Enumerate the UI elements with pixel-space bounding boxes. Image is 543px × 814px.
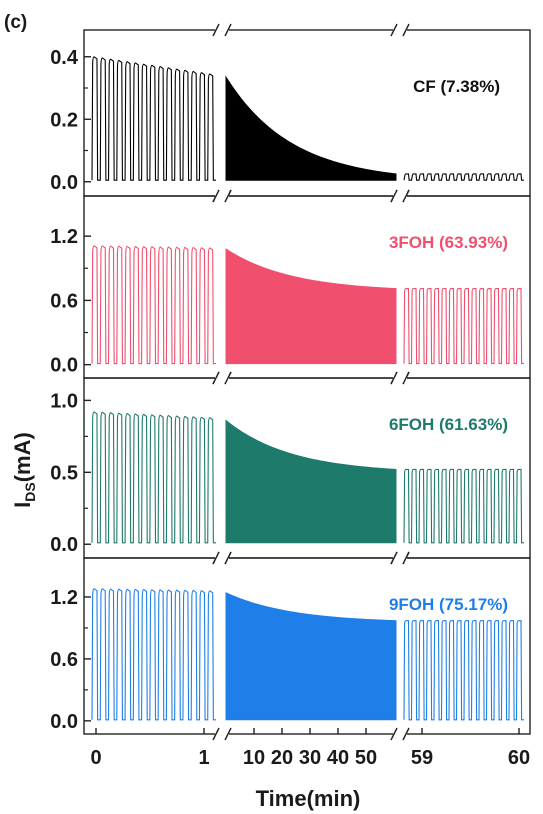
panel-annotation-3FOH: 3FOH (63.93%)	[389, 233, 508, 252]
axis-break-gap	[215, 729, 229, 739]
axis-break-mark	[212, 189, 220, 203]
y-tick-label: 0.4	[50, 47, 79, 69]
x-tick-label: 59	[411, 747, 433, 769]
y-tick-label: 0.2	[50, 109, 78, 131]
panel-CF: 0.0 0.2 0.4 CF (7.38%)	[50, 23, 531, 203]
axis-break-gap	[215, 25, 229, 35]
axis-break-mark	[212, 551, 220, 565]
y-tick-label: 0.5	[50, 462, 78, 484]
x-tick-label: 10	[243, 747, 265, 769]
axis-break-mark	[224, 23, 232, 37]
y-tick-label: 0.0	[50, 355, 78, 377]
pulse-trace-before	[91, 245, 216, 365]
y-tick-label: 0.0	[50, 172, 78, 194]
pulse-trace-after	[403, 288, 524, 365]
axis-break-mark	[212, 371, 220, 385]
svg-text:IDS(mA): IDS(mA)	[10, 432, 38, 508]
panels: 0.0 0.2 0.4 CF (7.38%) 0.0 0.6 1.2 3FOH (63.93%…	[50, 23, 531, 741]
y-tick-label: 1.2	[50, 587, 78, 609]
axis-break-mark	[390, 551, 398, 565]
pulse-trace-before	[91, 588, 216, 721]
pulse-trace-before	[91, 56, 216, 181]
axis-break-gap	[393, 191, 407, 201]
pulse-trace-before	[91, 411, 216, 544]
y-axis-title: IDS(mA)	[10, 432, 38, 508]
axis-break-mark	[224, 189, 232, 203]
continuous-decay-area	[225, 592, 397, 721]
x-tick-label: 40	[327, 747, 349, 769]
axis-break-mark	[224, 727, 232, 741]
panel-label: (c)	[4, 12, 27, 33]
panel-9FOH: 0.0 0.6 1.2 9FOH (75.17%)	[50, 551, 531, 741]
y-tick-label: 0.0	[50, 711, 78, 733]
axis-break-mark	[402, 551, 410, 565]
axis-break-gap	[393, 553, 407, 563]
continuous-decay-area	[225, 75, 397, 181]
axis-break-gap	[215, 191, 229, 201]
pulse-trace-after	[403, 620, 524, 721]
y-axis-title-sub: DS	[22, 482, 38, 501]
axis-break-mark	[390, 371, 398, 385]
continuous-decay-area	[225, 248, 397, 365]
x-axis-title: Time(min)	[256, 786, 361, 811]
axis-break-mark	[402, 371, 410, 385]
y-axis-title-unit: (mA)	[10, 432, 35, 482]
axis-break-mark	[224, 551, 232, 565]
x-tick-label: 50	[355, 747, 377, 769]
axis-break-mark	[212, 727, 220, 741]
axis-break-mark	[390, 727, 398, 741]
panel-6FOH: 0.0 0.5 1.0 6FOH (61.63%)	[50, 371, 531, 565]
axis-break-mark	[402, 727, 410, 741]
y-tick-label: 1.0	[50, 390, 78, 412]
pulse-trace-after	[403, 173, 524, 181]
axis-break-gap	[393, 729, 407, 739]
x-axis: 0 1 10 20 30 40 50 59 60	[90, 728, 530, 769]
axis-break-gap	[215, 373, 229, 383]
panel-annotation-CF: CF (7.38%)	[413, 77, 500, 96]
x-tick-label: 30	[299, 747, 321, 769]
panel-frame	[83, 557, 531, 735]
x-tick-label: 60	[508, 747, 530, 769]
axis-break-mark	[402, 189, 410, 203]
axis-break-gap	[393, 373, 407, 383]
y-tick-label: 0.6	[50, 649, 78, 671]
y-axis-title-main: I	[10, 502, 35, 508]
axis-break-gap	[215, 553, 229, 563]
y-tick-label: 1.2	[50, 226, 78, 248]
panel-annotation-9FOH: 9FOH (75.17%)	[389, 595, 508, 614]
axis-break-mark	[212, 23, 220, 37]
pulse-trace-after	[403, 468, 524, 544]
x-tick-label: 20	[271, 747, 293, 769]
y-tick-label: 0.6	[50, 290, 78, 312]
y-tick-label: 0.0	[50, 534, 78, 556]
axis-break-mark	[402, 23, 410, 37]
x-tick-label: 0	[90, 747, 101, 769]
axis-break-gap	[393, 25, 407, 35]
panel-3FOH: 0.0 0.6 1.2 3FOH (63.93%)	[50, 189, 531, 385]
continuous-decay-area	[225, 419, 397, 544]
x-tick-label: 1	[198, 747, 209, 769]
axis-break-mark	[224, 371, 232, 385]
axis-break-mark	[390, 23, 398, 37]
axis-break-mark	[390, 189, 398, 203]
panel-annotation-6FOH: 6FOH (61.63%)	[389, 415, 508, 434]
